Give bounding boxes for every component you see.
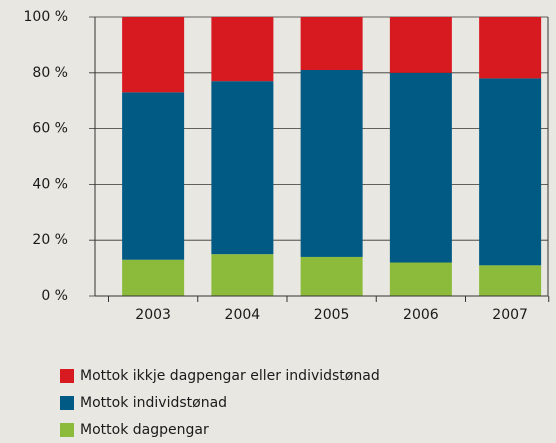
legend-label: Mottok dagpengar: [80, 422, 209, 438]
x-tick-label: 2005: [314, 307, 350, 323]
y-tick-label: 80 %: [32, 65, 68, 81]
legend-swatch: [60, 423, 74, 437]
bar-segment: [122, 259, 185, 296]
y-tick-label: 0 %: [41, 288, 68, 304]
legend-swatch: [60, 369, 74, 383]
bar-segment: [479, 17, 542, 79]
bar-segment: [211, 17, 274, 82]
legend-label: Mottok individstønad: [80, 395, 227, 411]
bar-segment: [122, 17, 185, 93]
bar-segment: [300, 17, 363, 71]
bar-segment: [122, 92, 185, 260]
x-tick-label: 2003: [135, 307, 171, 323]
bar-segment: [479, 265, 542, 296]
bar-segment: [479, 78, 542, 266]
y-tick-label: 40 %: [32, 176, 68, 192]
y-tick-label: 100 %: [24, 9, 68, 25]
y-tick-label: 60 %: [32, 121, 68, 137]
y-tick-label: 20 %: [32, 232, 68, 248]
bar-segment: [389, 17, 452, 73]
bar-segment: [211, 254, 274, 296]
bar-segment: [389, 262, 452, 296]
legend-swatch: [60, 396, 74, 410]
bar-segment: [389, 72, 452, 263]
x-tick-label: 2007: [492, 307, 528, 323]
bar-segment: [211, 81, 274, 255]
bar-segment: [300, 70, 363, 257]
x-tick-label: 2004: [225, 307, 261, 323]
legend-label: Mottok ikkje dagpengar eller individstøn…: [80, 368, 380, 384]
bar-segment: [300, 256, 363, 296]
x-tick-label: 2006: [403, 307, 439, 323]
